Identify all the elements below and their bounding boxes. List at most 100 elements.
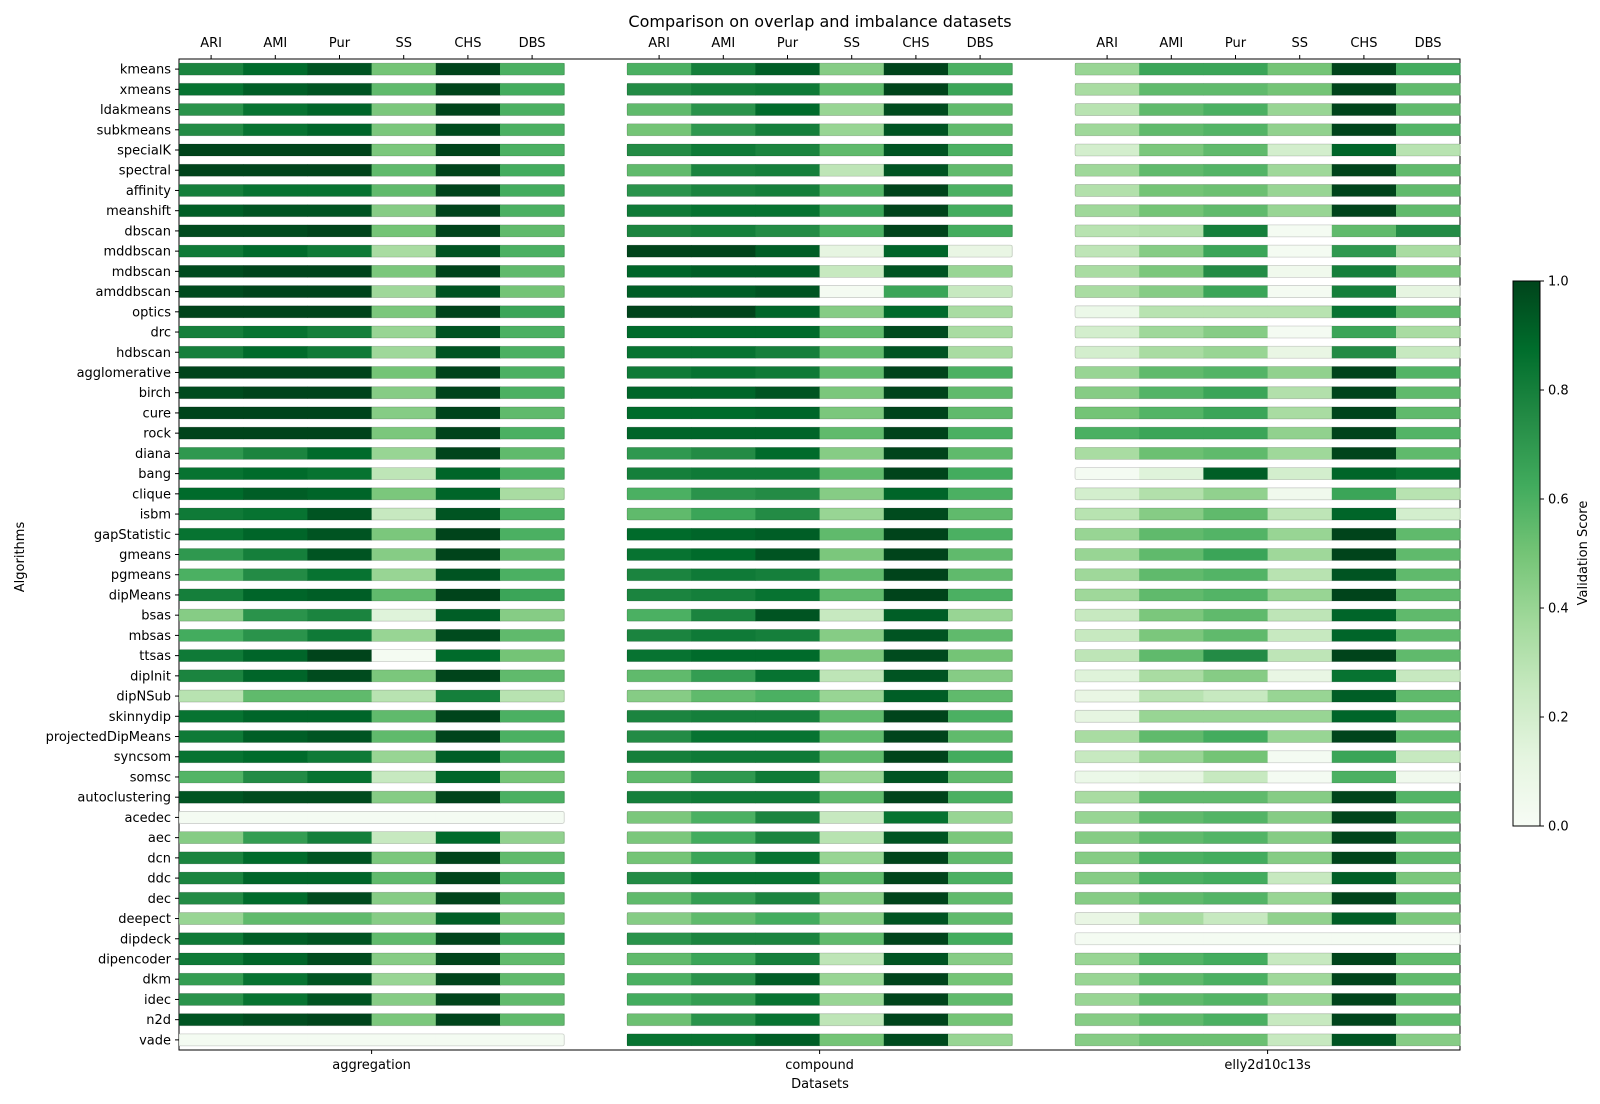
heatmap-cell (243, 245, 308, 258)
heatmap-cell (371, 245, 437, 258)
metric-tick-label: DBS (1415, 36, 1442, 51)
heatmap-cell (435, 144, 501, 157)
heatmap-cell (243, 144, 308, 157)
heatmap-cell (500, 932, 565, 945)
heatmap-cell (819, 123, 885, 136)
heatmap-cell (179, 932, 244, 945)
row-outline (1074, 588, 1461, 602)
heatmap-cell (1396, 346, 1461, 359)
heatmap-cell (435, 993, 501, 1006)
heatmap-cell (1139, 831, 1204, 844)
heatmap-cell (1396, 1013, 1461, 1026)
heatmap-cell (500, 224, 565, 237)
heatmap-cell (1267, 649, 1333, 662)
heatmap-cell (307, 831, 372, 844)
heatmap-cell (307, 770, 372, 783)
row-outline (1074, 649, 1461, 663)
heatmap-cell (179, 629, 244, 642)
heatmap-cell (1267, 224, 1333, 237)
heatmap-cell (307, 366, 372, 379)
row-outline (1074, 467, 1461, 481)
heatmap-cell (179, 265, 244, 278)
heatmap-cell (1396, 467, 1461, 480)
heatmap-cell (307, 184, 372, 197)
heatmap-cell (307, 1013, 372, 1026)
row-outline (178, 608, 565, 622)
heatmap-cell (1267, 690, 1333, 703)
heatmap-cell (1139, 447, 1204, 460)
heatmap-cell (627, 123, 692, 136)
heatmap-cell (1075, 892, 1140, 905)
row-outline (626, 669, 1013, 683)
row-outline (626, 224, 1013, 238)
heatmap-cell (1075, 791, 1140, 804)
heatmap-cell (1331, 386, 1397, 399)
heatmap-cell (1139, 791, 1204, 804)
heatmap-cell (435, 386, 501, 399)
heatmap-cell (1396, 649, 1461, 662)
heatmap-cell (755, 366, 820, 379)
heatmap-cell (435, 123, 501, 136)
row-outline (178, 345, 565, 359)
heatmap-cell (500, 993, 565, 1006)
heatmap-cell (1267, 386, 1333, 399)
row-outline (626, 891, 1013, 905)
heatmap-cell (1331, 649, 1397, 662)
heatmap-cell (1396, 730, 1461, 743)
heatmap-cell (1203, 467, 1268, 480)
heatmap-cell (819, 83, 885, 96)
heatmap-cell (371, 791, 437, 804)
heatmap-cell (627, 1033, 692, 1046)
heatmap-cell (179, 892, 244, 905)
heatmap-cell (1203, 487, 1268, 500)
row-outline (626, 184, 1013, 197)
heatmap-cell (883, 649, 949, 662)
heatmap-cell (179, 123, 244, 136)
row-outline (178, 568, 565, 582)
heatmap-cell (1267, 265, 1333, 278)
heatmap-cell (435, 973, 501, 986)
heatmap-cell (435, 568, 501, 581)
heatmap-cell (755, 508, 820, 521)
heatmap-cell (500, 892, 565, 905)
heatmap-cell (755, 427, 820, 440)
heatmap-cell (883, 912, 949, 925)
row-outline (626, 386, 1013, 400)
heatmap-cell (1331, 508, 1397, 521)
heatmap-cell (1139, 710, 1204, 723)
heatmap-cell (1267, 164, 1333, 177)
row-outline (1074, 345, 1461, 359)
heatmap-cell (435, 447, 501, 460)
metric-tick-label: DBS (519, 36, 546, 51)
heatmap-cell (371, 285, 437, 298)
row-outline (626, 325, 1013, 339)
heatmap-cell (1139, 649, 1204, 662)
row-outline (626, 103, 1013, 116)
heatmap-cell (1203, 83, 1268, 96)
heatmap-cell (948, 285, 1013, 298)
heatmap-cell (1267, 912, 1333, 925)
heatmap-cell (1267, 427, 1333, 440)
heatmap-cell (1267, 366, 1333, 379)
row-outline (178, 143, 565, 157)
row-outline (1074, 851, 1461, 865)
heatmap-cell (371, 204, 437, 217)
row-outline (1074, 1033, 1461, 1047)
heatmap-cell (307, 447, 372, 460)
heatmap-cell (307, 811, 372, 824)
heatmap-cell (307, 912, 372, 925)
heatmap-cell (948, 123, 1013, 136)
heatmap-cell (500, 144, 565, 157)
heatmap-cell (371, 366, 437, 379)
row-outline (1074, 305, 1461, 319)
heatmap-cell (1203, 872, 1268, 885)
heatmap-cell (627, 831, 692, 844)
heatmap-cell (691, 609, 756, 622)
y-tick-label: pgmeans (111, 568, 171, 583)
row-outline (178, 1013, 565, 1027)
heatmap-cell (1139, 669, 1204, 682)
heatmap-cell (1396, 366, 1461, 379)
heatmap-cell (627, 346, 692, 359)
heatmap-cell (307, 305, 372, 318)
heatmap-cell (627, 993, 692, 1006)
